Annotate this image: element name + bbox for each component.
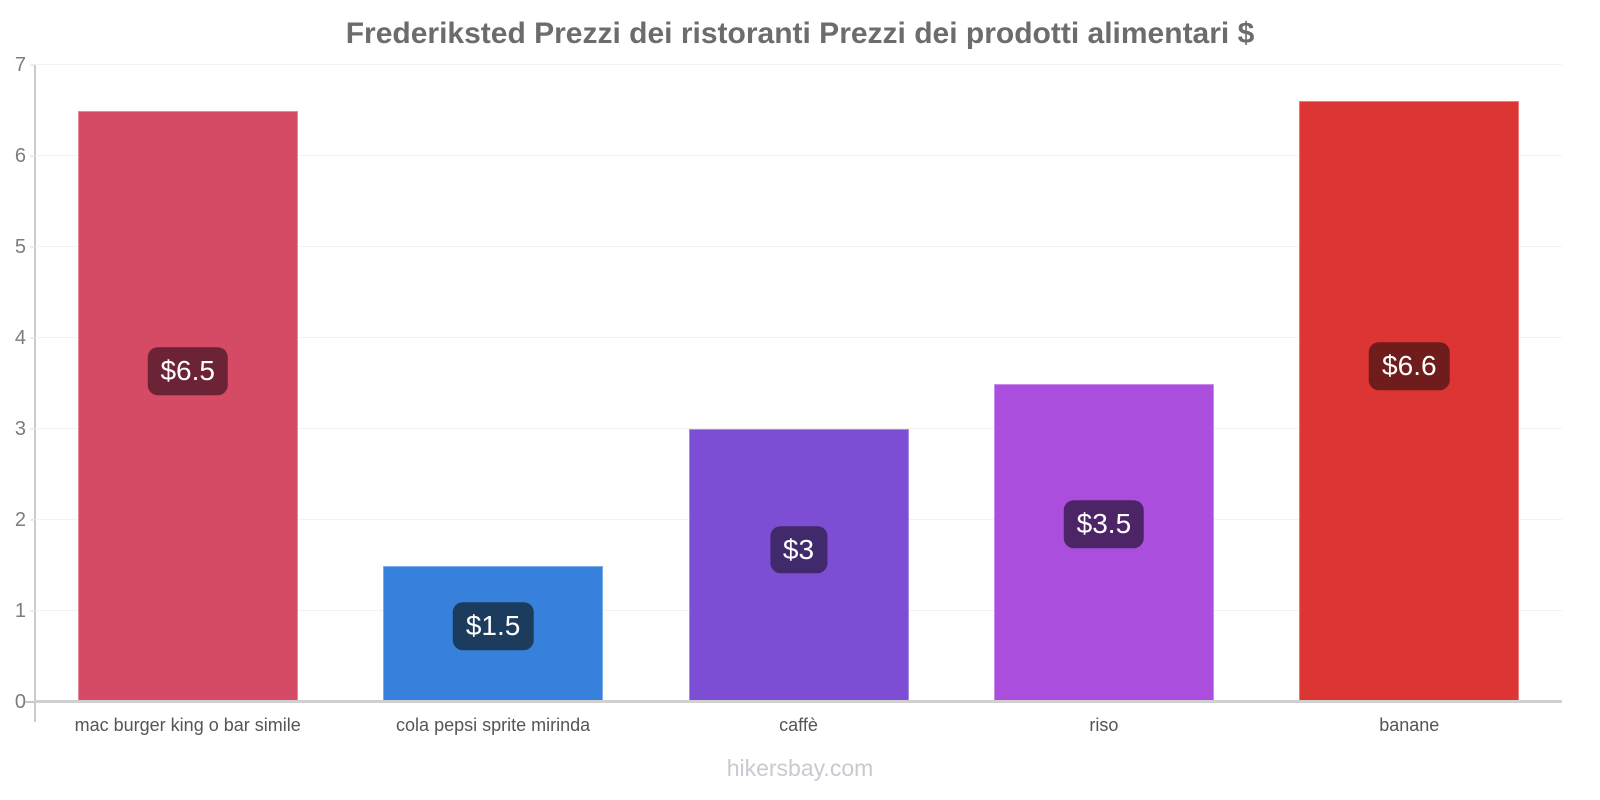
value-badge: $6.6 xyxy=(1369,342,1450,391)
bar[interactable]: $6.5 xyxy=(77,110,298,702)
x-category-label: mac burger king o bar simile xyxy=(74,715,301,735)
y-tick-label: 0 xyxy=(14,691,26,713)
x-axis-labels: mac burger king o bar simile cola pepsi s… xyxy=(35,715,1562,745)
y-axis-ticks xyxy=(25,64,35,703)
x-category-label: caffè xyxy=(779,715,818,735)
gridline xyxy=(35,246,1562,247)
x-axis-baseline xyxy=(35,700,1562,703)
y-tick-mark xyxy=(30,155,35,157)
value-badge: $1.5 xyxy=(452,602,534,650)
y-tick-mark xyxy=(30,428,35,430)
y-tick-mark xyxy=(30,610,35,612)
gridline xyxy=(35,428,1562,429)
y-tick-label: 1 xyxy=(14,600,26,622)
bar[interactable]: $3 xyxy=(688,429,909,702)
y-axis-line xyxy=(34,65,36,722)
y-tick-label: 3 xyxy=(14,418,26,440)
y-tick-label: 5 xyxy=(14,236,26,258)
y-tick-label: 6 xyxy=(14,145,26,167)
watermark: hikersbay.com xyxy=(726,755,874,781)
y-tick-label: 4 xyxy=(14,327,26,349)
gridline xyxy=(35,155,1562,156)
y-tick-mark xyxy=(30,246,35,248)
value-badge: $3 xyxy=(769,525,828,574)
gridline xyxy=(35,64,1562,65)
y-tick-mark xyxy=(30,337,35,339)
y-tick-mark xyxy=(25,701,35,703)
chart-title: Frederiksted Prezzi dei ristoranti Prezz… xyxy=(345,17,1255,50)
x-category-label: cola pepsi sprite mirinda xyxy=(396,715,591,735)
plot-area: $6.5 $1.5 $3 $3.5 $6.6 xyxy=(35,64,1562,702)
x-category-label: riso xyxy=(1089,715,1119,735)
gridline xyxy=(35,337,1562,338)
y-tick-mark xyxy=(30,519,35,521)
bar[interactable]: $6.6 xyxy=(1299,101,1520,702)
y-tick-label: 7 xyxy=(14,54,26,76)
y-tick-mark xyxy=(30,64,35,66)
y-axis-labels: 0 1 2 3 4 5 6 7 xyxy=(0,55,26,712)
y-tick-label: 2 xyxy=(14,509,26,531)
bar[interactable]: $1.5 xyxy=(383,565,604,702)
x-category-label: banane xyxy=(1379,715,1440,735)
bar[interactable]: $3.5 xyxy=(993,383,1214,702)
value-badge: $6.5 xyxy=(147,347,228,396)
value-badge: $3.5 xyxy=(1063,500,1145,548)
